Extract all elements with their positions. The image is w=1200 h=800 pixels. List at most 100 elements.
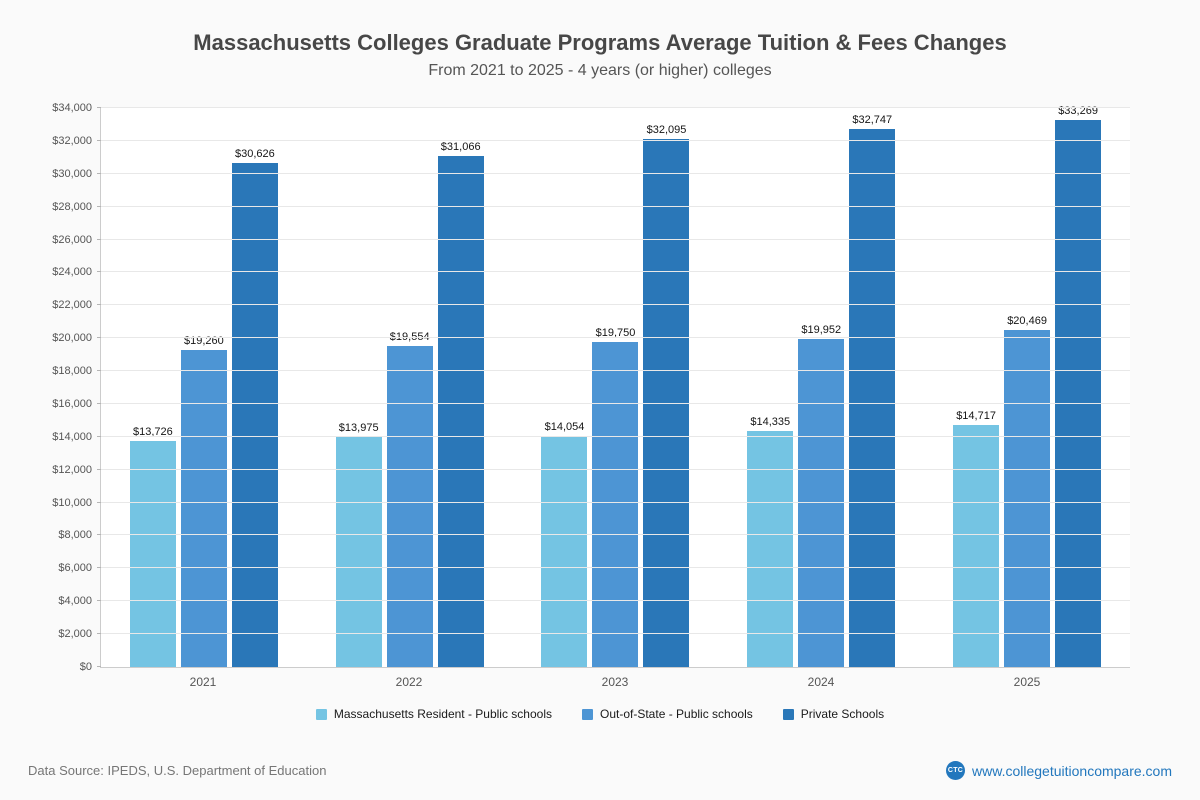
footer: Data Source: IPEDS, U.S. Department of E… [0,761,1200,800]
gridline [101,172,1130,174]
bar-value-label: $33,269 [1058,105,1098,118]
bar-wrapper: $19,554 [386,108,433,667]
y-axis-tick [97,139,101,141]
y-axis-tick [97,600,101,602]
website-link[interactable]: CTC www.collegetuitioncompare.com [946,761,1172,780]
bar-group-2022: $13,975 $19,554 $31,066 [307,108,513,667]
gridline [101,205,1130,207]
y-axis-label: $20,000 [52,332,92,345]
y-axis-tick [97,633,101,635]
y-axis-label: $6,000 [58,562,92,575]
y-axis-tick [97,534,101,536]
bar [953,425,1000,667]
legend: Massachusetts Resident - Public schools O… [0,707,1200,721]
bar-value-label: $13,726 [133,426,173,439]
gridline [101,468,1130,470]
gridline [101,402,1130,404]
x-axis-label: 2025 [1013,675,1041,689]
bar-value-label: $19,554 [390,331,430,343]
bar-wrapper: $19,260 [180,108,227,667]
bar-wrapper: $32,095 [643,108,690,667]
bar-wrapper: $33,269 [1055,105,1102,667]
y-axis-tick [97,337,101,339]
bar-wrapper: $19,750 [592,108,639,667]
y-axis-label: $8,000 [58,529,92,542]
gridline [101,501,1130,503]
y-axis-tick [97,107,101,108]
y-axis-tick [97,271,101,273]
bar [231,163,278,667]
bar [180,350,227,667]
y-axis-tick [97,666,101,667]
bar [1055,120,1102,667]
gridline [101,633,1130,635]
bar-group-2023: $14,054 $19,750 $32,095 [513,108,719,667]
bar [849,128,896,667]
y-axis-label: $0 [79,661,92,673]
bar-value-label: $19,260 [184,335,224,348]
bar-value-label: $19,750 [595,327,636,340]
x-axis-labels: 2021 2022 2023 2024 2025 [100,675,1130,689]
y-axis-label: $10,000 [52,496,92,509]
bar-group-2021: $13,726 $19,260 $30,626 [101,108,307,667]
bar-wrapper: $19,952 [798,108,845,667]
bar [129,441,176,667]
legend-label: Massachusetts Resident - Public schools [333,707,552,721]
legend-item: Massachusetts Resident - Public schools [315,707,552,721]
y-axis-tick [97,567,101,569]
ctc-logo-icon: CTC [946,761,966,780]
gridline [101,238,1130,240]
y-axis-tick [97,435,101,437]
y-axis-label: $4,000 [58,595,92,608]
y-axis-label: $24,000 [52,266,92,279]
data-source-text: Data Source: IPEDS, U.S. Department of E… [28,763,327,778]
x-axis-label: 2021 [189,675,217,689]
bar [386,345,433,667]
bar-wrapper: $20,469 [1004,108,1051,667]
bar-value-label: $32,095 [646,124,687,137]
y-axis-tick [97,304,101,306]
bar-wrapper: $14,054 [541,108,588,667]
y-axis-label: $12,000 [52,463,92,476]
y-axis-tick [97,370,101,372]
legend-swatch-icon [315,708,327,720]
bar-value-label: $32,747 [852,113,893,126]
plot-area: $13,726 $19,260 $30,626 $13,975 $19,554 $31,0… [52,102,1130,673]
gridline [101,139,1130,141]
y-axis-label: $22,000 [52,299,92,312]
x-axis-label: 2022 [395,675,423,689]
bar-wrapper: $14,717 [953,108,1000,667]
legend-label: Private Schools [800,707,885,721]
y-axis-tick [97,468,101,470]
bar [747,431,794,667]
y-axis-tick [97,402,101,404]
bar-wrapper: $13,975 [335,108,382,667]
bar-wrapper: $32,747 [849,108,896,667]
gridline [101,370,1130,372]
bar-value-label: $13,975 [338,422,379,435]
bar-value-label: $31,066 [440,141,481,154]
y-axis-label: $30,000 [52,167,92,180]
bar-value-label: $30,626 [235,148,275,161]
bar-wrapper: $30,626 [231,108,278,667]
legend-swatch-icon [582,708,593,720]
website-url: www.collegetuitioncompare.com [972,762,1172,779]
bar-chart: $13,726 $19,260 $30,626 $13,975 $19,554 $31,0… [52,102,1130,673]
y-axis-label: $14,000 [52,430,92,443]
gridline [101,304,1130,306]
gridline [101,567,1130,569]
bar-group-2025: $14,717 $20,469 $33,269 [924,105,1130,667]
gridline [101,435,1130,437]
y-axis-label: $18,000 [52,365,92,378]
y-axis-label: $34,000 [52,102,92,114]
bar [798,338,845,667]
y-axis-label: $26,000 [52,233,92,246]
y-axis-label: $32,000 [52,134,92,147]
bar-value-label: $20,469 [1007,315,1047,328]
y-axis-tick [97,172,101,174]
bar-group-2024: $14,335 $19,952 $32,747 [718,108,924,667]
x-axis-label: 2024 [807,675,835,689]
bar-value-label: $19,952 [801,323,842,336]
legend-swatch-icon [782,708,794,720]
